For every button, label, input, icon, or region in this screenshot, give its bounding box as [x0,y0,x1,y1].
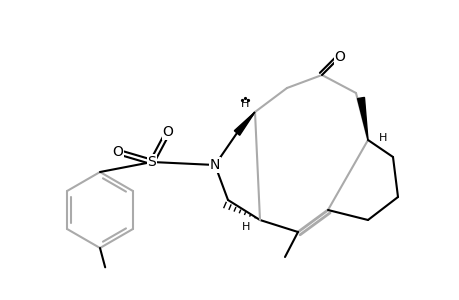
Text: O: O [112,145,123,159]
Polygon shape [357,98,367,140]
Text: O: O [334,50,345,64]
Text: S: S [147,155,156,169]
Text: N: N [209,158,220,172]
Text: O: O [162,125,173,139]
Text: H: H [241,99,249,109]
Text: H: H [378,133,386,143]
Text: H: H [241,222,250,232]
Polygon shape [234,112,254,135]
